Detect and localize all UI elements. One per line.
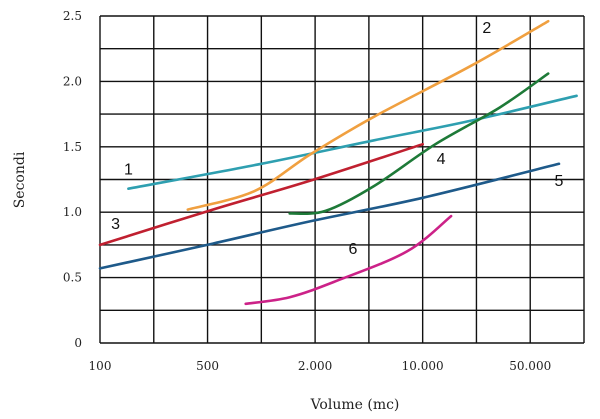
y-tick-label: 0 <box>74 336 82 350</box>
y-tick-labels: 0 0.5 1.0 1.5 2.0 2.5 <box>63 9 82 350</box>
x-tick-labels: 100 500 2.000 10.000 50.000 <box>89 359 552 373</box>
series-label-5: 5 <box>555 173 564 190</box>
series-label-1: 1 <box>124 161 133 178</box>
y-tick-label: 2.5 <box>63 9 82 23</box>
x-tick-label: 2.000 <box>298 359 332 373</box>
series-line-5 <box>98 162 561 270</box>
series-labels: 1 2 3 4 5 6 <box>111 20 563 258</box>
x-axis-title: Volume (mc) <box>310 397 400 413</box>
series-line-4 <box>288 72 550 216</box>
series-line-1 <box>127 94 578 190</box>
series-line-3 <box>98 142 424 247</box>
x-tick-label: 500 <box>196 359 219 373</box>
series-label-3: 3 <box>111 216 120 233</box>
series-lines <box>98 19 578 306</box>
y-tick-label: 1.5 <box>63 140 82 154</box>
y-tick-label: 1.0 <box>63 205 82 219</box>
series-label-4: 4 <box>437 151 446 168</box>
series-label-6: 6 <box>349 241 358 258</box>
series-label-2: 2 <box>482 20 491 37</box>
y-tick-label: 0.5 <box>63 271 82 285</box>
x-tick-label: 10.000 <box>402 359 444 373</box>
y-axis-title: Secondi <box>12 151 28 208</box>
series-line-6 <box>244 214 453 306</box>
x-tick-label: 100 <box>89 359 112 373</box>
series-line-2 <box>186 19 550 211</box>
y-tick-label: 2.0 <box>63 74 82 88</box>
x-tick-label: 50.000 <box>509 359 551 373</box>
